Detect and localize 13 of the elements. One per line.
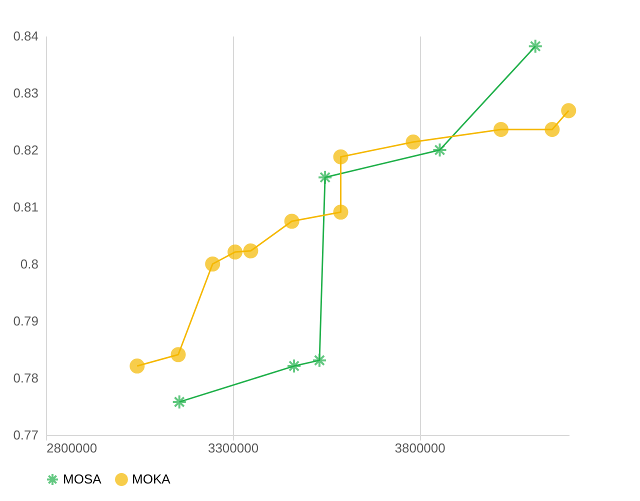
y-tick-label: 0.8 xyxy=(20,256,38,272)
x-tick-label: 3800000 xyxy=(394,440,446,456)
y-tick-label: 0.78 xyxy=(13,370,38,386)
x-tick-label: 3300000 xyxy=(208,440,259,456)
y-tick-label: 0.82 xyxy=(13,142,38,158)
y-tick-label: 0.83 xyxy=(13,86,38,100)
legend-label: MOSA xyxy=(63,472,102,487)
y-tick-label: 0.79 xyxy=(13,314,38,328)
y-tick-label: 0.81 xyxy=(13,200,38,214)
y-tick-label: 0.84 xyxy=(13,28,38,44)
y-tick-label: 0.77 xyxy=(13,428,38,442)
x-tick-label: 2800000 xyxy=(46,440,98,456)
legend-label: MOKA xyxy=(132,472,171,487)
